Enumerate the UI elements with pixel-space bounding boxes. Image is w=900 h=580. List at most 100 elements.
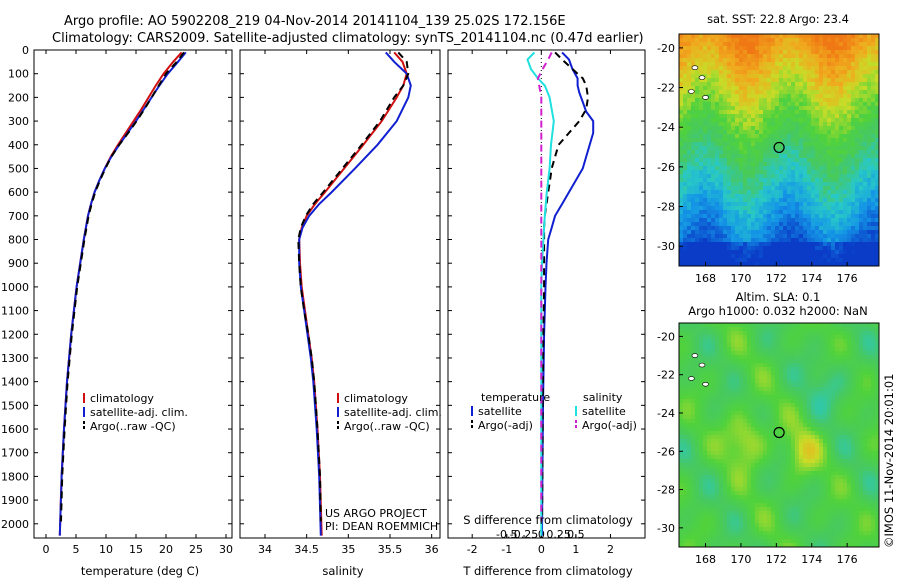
sst-map-cell [699, 202, 704, 207]
sla-map-cell [839, 359, 844, 364]
sst-map-cell [851, 86, 856, 91]
sla-map-cell [715, 415, 720, 420]
sla-map-cell [843, 447, 848, 452]
sla-map-cell [751, 439, 756, 444]
sst-map-cell [703, 122, 708, 127]
sst-map-cell [735, 182, 740, 187]
sst-map-cell [819, 62, 824, 67]
sst-map-cell [803, 162, 808, 167]
sst-map-cell [799, 142, 804, 147]
salinity-legend-label: climatology [344, 392, 408, 405]
sst-map-cell [687, 122, 692, 127]
sst-map-cell [847, 82, 852, 87]
sla-map-cell [787, 323, 792, 328]
sst-map-cell [795, 62, 800, 67]
sst-map-cell [771, 202, 776, 207]
sla-map-cell [759, 443, 764, 448]
sst-map-cell [875, 206, 880, 211]
sst-map-cell [759, 38, 764, 43]
sla-map-cell [767, 375, 772, 380]
sst-map-cell [771, 82, 776, 87]
sst-map-cell [715, 50, 720, 55]
sst-map-cell [719, 254, 724, 259]
sla-map-cell [711, 403, 716, 408]
sst-map-cell [771, 174, 776, 179]
sla-map-cell [695, 339, 700, 344]
sst-map-cell [723, 214, 728, 219]
sst-map-cell [787, 70, 792, 75]
sst-map-cell [859, 210, 864, 215]
sst-map-cell [811, 66, 816, 71]
sst-map-cell [731, 150, 736, 155]
sla-map-cell [827, 439, 832, 444]
sst-map-cell [859, 258, 864, 263]
sst-map-cell [779, 182, 784, 187]
sla-map-cell [855, 327, 860, 332]
sst-map-cell [703, 106, 708, 111]
sla-map-cell [779, 367, 784, 372]
sla-map-cell [843, 371, 848, 376]
sst-map-cell [683, 174, 688, 179]
sst-map-cell [779, 214, 784, 219]
sla-map-cell [783, 371, 788, 376]
sst-map-cell [867, 166, 872, 171]
sst-map-cell [863, 226, 868, 231]
sla-map-cell [803, 391, 808, 396]
sst-map-cell [823, 214, 828, 219]
sst-map-cell [847, 258, 852, 263]
sla-map-cell [799, 439, 804, 444]
sla-map-cell [775, 455, 780, 460]
sla-map-cell [799, 347, 804, 352]
sst-map-cell [699, 66, 704, 71]
sst-map-cell [847, 70, 852, 75]
sst-map-cell [695, 34, 700, 39]
sst-map-cell [859, 198, 864, 203]
sst-map-cell [795, 34, 800, 39]
sst-map-cell [683, 230, 688, 235]
sst-map-cell [699, 118, 704, 123]
sst-map-cell [835, 218, 840, 223]
sla-map-cell [679, 395, 684, 400]
sst-map-cell [867, 226, 872, 231]
sst-map-cell [691, 46, 696, 51]
sla-map-cell [827, 411, 832, 416]
sst-map-cell [779, 46, 784, 51]
sst-map-cell [815, 50, 820, 55]
sst-map-cell [855, 110, 860, 115]
sst-map-cell [871, 82, 876, 87]
sst-map-cell [755, 234, 760, 239]
sla-map-cell [715, 427, 720, 432]
sla-map-cell [719, 447, 724, 452]
temperature-xtick-label: 0 [43, 543, 50, 556]
sla-map-cell [779, 459, 784, 464]
sla-map-cell [747, 331, 752, 336]
sst-map-cell [723, 106, 728, 111]
sst-map-cell [727, 74, 732, 79]
sst-map-cell [811, 130, 816, 135]
sla-map-cell [815, 347, 820, 352]
sst-map-cell [839, 242, 844, 247]
sst-map-cell [779, 242, 784, 247]
sst-map-cell [767, 230, 772, 235]
sst-map-cell [759, 34, 764, 39]
sst-map-cell [847, 94, 852, 99]
sla-map-cell [851, 335, 856, 340]
sst-map-xtick-label: 174 [801, 272, 822, 285]
sla-map-cell [723, 359, 728, 364]
sst-map-cell [811, 42, 816, 47]
sst-map-cell [787, 46, 792, 51]
sla-map-cell [687, 459, 692, 464]
sst-map-cell [855, 130, 860, 135]
sst-map-cell [867, 190, 872, 195]
sla-map-cell [767, 331, 772, 336]
sst-map-cell [811, 210, 816, 215]
sst-map-cell [859, 142, 864, 147]
sst-map-cell [691, 122, 696, 127]
difference-xtick-top-label: 0.25 [546, 528, 571, 541]
sst-map-cell [779, 50, 784, 55]
sla-map-cell [771, 335, 776, 340]
sst-map-cell [863, 102, 868, 107]
sla-map-cell [731, 463, 736, 468]
sla-map-cell [871, 363, 876, 368]
sst-map-cell [707, 194, 712, 199]
